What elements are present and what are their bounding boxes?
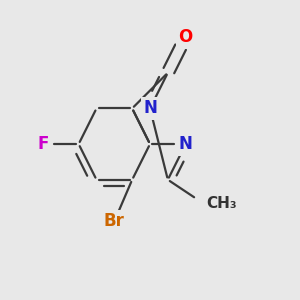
Text: N: N — [143, 99, 157, 117]
Text: Br: Br — [104, 212, 125, 230]
Text: F: F — [37, 135, 49, 153]
Text: N: N — [179, 135, 193, 153]
Text: O: O — [178, 28, 193, 46]
Text: CH₃: CH₃ — [206, 196, 237, 211]
